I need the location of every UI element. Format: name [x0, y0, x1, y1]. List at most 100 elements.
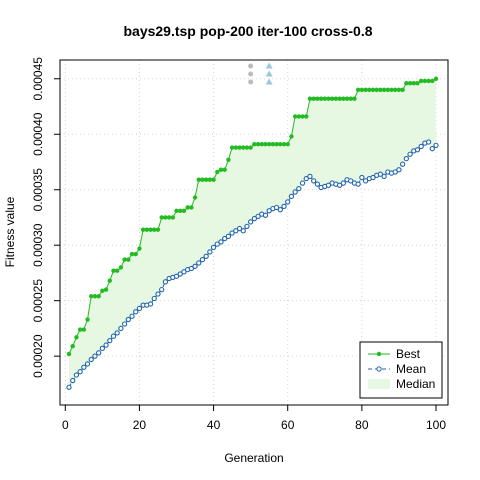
best-point	[367, 87, 372, 93]
best-point	[255, 142, 261, 147]
best-point	[270, 142, 276, 147]
mean-point	[255, 213, 261, 220]
mean-point	[285, 199, 291, 205]
mean-point	[214, 241, 220, 247]
y-tick-label: 0.00045	[31, 57, 45, 101]
best-point	[92, 294, 98, 299]
mean-point	[188, 265, 194, 272]
mean-point	[77, 369, 83, 375]
mean-point	[392, 169, 398, 175]
mean-point	[92, 353, 98, 359]
best-point	[326, 96, 331, 101]
best-point	[355, 87, 361, 93]
mean-point	[121, 321, 128, 327]
best-point	[337, 96, 342, 101]
mean-point	[381, 173, 387, 180]
best-point	[300, 114, 305, 119]
best-point	[389, 87, 394, 93]
x-tick-label: 40	[207, 418, 221, 432]
mean-point	[99, 345, 106, 352]
best-point	[363, 87, 368, 93]
mean-point	[355, 181, 361, 187]
mean-point	[233, 228, 239, 234]
plot-frame	[59, 59, 449, 406]
best-point	[404, 81, 409, 86]
mean-point	[114, 330, 120, 336]
best-point	[426, 78, 431, 84]
mean-point	[370, 174, 376, 181]
best-point	[170, 215, 175, 220]
mean-point	[403, 156, 409, 162]
mean-point	[399, 161, 406, 167]
best-point	[259, 142, 264, 147]
mean-point	[162, 279, 169, 285]
best-point	[281, 142, 287, 147]
y-axis-label: Fitness value	[3, 196, 17, 267]
mean-point	[433, 142, 439, 148]
mean-point	[240, 228, 246, 234]
mean-point	[84, 361, 91, 367]
mean-point	[277, 207, 283, 213]
mean-point	[299, 180, 306, 186]
best-point	[318, 96, 324, 101]
mean-point	[81, 364, 87, 370]
y-tick-label: 0.00030	[31, 223, 45, 267]
mean-point	[96, 350, 102, 356]
mean-point	[348, 178, 354, 184]
best-point	[341, 96, 346, 101]
best-point	[348, 96, 353, 101]
mean-point	[207, 249, 213, 255]
best-point	[292, 114, 298, 119]
best-point	[148, 227, 153, 232]
best-point	[207, 177, 213, 182]
mean-point	[210, 244, 217, 251]
mean-point	[429, 146, 435, 152]
mean-point	[199, 256, 206, 263]
best-point	[296, 114, 302, 119]
best-point	[122, 257, 127, 262]
mean-point	[307, 173, 313, 180]
best-point	[433, 76, 439, 81]
overflow-marker	[248, 71, 254, 77]
x-tick-label: 60	[281, 418, 295, 432]
median-band	[69, 78, 436, 388]
mean-point	[196, 260, 202, 266]
best-point	[144, 227, 150, 232]
best-point	[178, 208, 183, 214]
overflow-markers	[248, 62, 273, 85]
mean-point	[151, 295, 157, 302]
best-point	[66, 351, 72, 357]
mean-point	[303, 175, 309, 182]
best-point	[252, 142, 257, 147]
mean-point	[118, 325, 124, 332]
y-tick-label: 0.00020	[31, 334, 45, 378]
overflow-marker	[248, 63, 254, 69]
mean-point	[203, 253, 209, 259]
mean-point	[159, 286, 165, 293]
best-point	[200, 177, 205, 182]
best-point	[163, 215, 168, 220]
best-point	[233, 145, 239, 150]
mean-point	[181, 269, 187, 275]
best-point	[430, 78, 435, 84]
best-point	[152, 227, 157, 232]
mean-point	[129, 313, 135, 319]
mean-point	[218, 239, 224, 245]
mean-point	[136, 305, 143, 312]
best-point	[100, 288, 105, 293]
best-point	[241, 145, 246, 150]
best-point	[140, 227, 146, 232]
best-point	[344, 96, 350, 101]
best-point	[359, 87, 365, 93]
chart-title: bays29.tsp pop-200 iter-100 cross-0.8	[123, 23, 372, 39]
best-point	[174, 208, 179, 214]
best-point	[155, 227, 161, 232]
best-point	[222, 167, 227, 172]
mean-point	[133, 309, 139, 315]
mean-point	[296, 185, 302, 192]
best-point	[396, 87, 402, 93]
y-tick-label: 0.00025	[31, 279, 45, 323]
mean-point	[418, 143, 424, 150]
best-point	[181, 208, 187, 214]
best-point	[237, 145, 242, 150]
